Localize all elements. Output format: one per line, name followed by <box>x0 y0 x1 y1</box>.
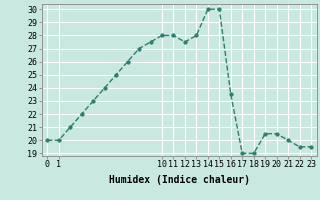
X-axis label: Humidex (Indice chaleur): Humidex (Indice chaleur) <box>109 175 250 185</box>
